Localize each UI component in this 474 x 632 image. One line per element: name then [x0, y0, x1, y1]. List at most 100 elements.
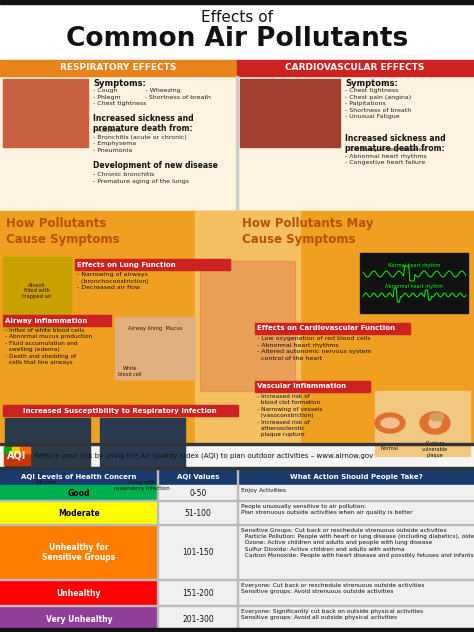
Text: 51-100: 51-100	[184, 509, 211, 518]
Text: Abnormal heart rhythm: Abnormal heart rhythm	[385, 284, 443, 289]
Bar	[158, 525, 238, 580]
Bar	[4, 447, 12, 453]
Bar	[158, 485, 238, 501]
Bar	[0, 580, 158, 606]
Text: Unhealthy: Unhealthy	[57, 588, 101, 597]
Text: People unusually sensitive to air pollution:
Plan strenuous outside activities w: People unusually sensitive to air pollut…	[241, 504, 413, 515]
Text: - Asthma
- Bronchitis (acute or chronic)
- Emphysema
- Pneumonia: - Asthma - Bronchitis (acute or chronic)…	[93, 128, 187, 153]
Text: Effects of: Effects of	[201, 10, 273, 25]
Text: Enjoy Activities: Enjoy Activities	[241, 488, 286, 493]
Text: Sensitive Groups: Cut back or reschedule strenuous outside activities
  Particle: Sensitive Groups: Cut back or reschedule…	[241, 528, 474, 558]
Bar	[375, 391, 470, 456]
Ellipse shape	[430, 413, 444, 421]
Ellipse shape	[375, 413, 405, 433]
Text: Unhealthy for
Sensitive Groups: Unhealthy for Sensitive Groups	[42, 543, 116, 562]
Bar	[238, 580, 474, 606]
Bar	[158, 501, 238, 525]
Text: AQI: AQI	[8, 451, 27, 461]
Bar	[0, 211, 474, 443]
Text: - Coronary artery disease
- Abnormal heart rhythms
- Congestive heart failure: - Coronary artery disease - Abnormal hea…	[345, 147, 427, 165]
Bar	[3, 405, 238, 416]
Bar	[0, 4, 474, 60]
Bar	[0, 525, 158, 580]
Text: - Influx of white blood cells
- Abnormal mucus production
- Fluid accumulation a: - Influx of white blood cells - Abnormal…	[5, 328, 92, 365]
Bar	[3, 257, 71, 329]
Text: 0-50: 0-50	[189, 489, 207, 497]
Bar	[4, 447, 30, 465]
Text: Increased Susceptibility to Respiratory Infection: Increased Susceptibility to Respiratory …	[23, 408, 217, 413]
Bar	[0, 500, 474, 501]
Bar	[0, 0, 474, 4]
Bar	[157, 469, 158, 632]
Bar	[237, 60, 474, 76]
Text: Airway Inflammation: Airway Inflammation	[5, 317, 87, 324]
Bar	[5, 418, 90, 478]
Ellipse shape	[420, 412, 450, 434]
Text: - Low oxygenation of red blood cells
- Abnormal heart rhythms
- Altered autonomi: - Low oxygenation of red blood cells - A…	[257, 336, 372, 361]
Text: Normal: Normal	[381, 446, 399, 451]
Text: AQI Values: AQI Values	[177, 474, 219, 480]
Bar	[3, 79, 88, 147]
Bar	[0, 628, 474, 632]
Text: Everyone: Cut back or reschedule strenuous outside activities
Sensitive groups: : Everyone: Cut back or reschedule strenuo…	[241, 583, 425, 594]
Text: Increased sickness and
premature death from:: Increased sickness and premature death f…	[345, 134, 446, 154]
Bar	[158, 606, 238, 632]
Text: Normal: Normal	[37, 480, 57, 485]
Bar	[0, 443, 474, 469]
Text: 101-150: 101-150	[182, 548, 214, 557]
Bar	[75, 259, 230, 270]
Text: Effects on Lung Function: Effects on Lung Function	[77, 262, 176, 267]
Bar	[0, 467, 474, 469]
Text: Reduce your risk by using the Air Quality Index (AQI) to plan outdoor activities: Reduce your risk by using the Air Qualit…	[34, 453, 373, 459]
Bar	[195, 211, 300, 443]
Text: Symptoms:: Symptoms:	[345, 79, 398, 88]
Text: What Action Should People Take?: What Action Should People Take?	[290, 474, 422, 480]
Bar	[115, 317, 195, 379]
Text: - Cough              - Wheezing
- Phlegm            - Shortness of breath
- Ches: - Cough - Wheezing - Phlegm - Shortness …	[93, 88, 211, 106]
Text: Good: Good	[68, 489, 90, 497]
Text: - Chest tightness
- Chest pain (angina)
- Palpitations
- Shortness of breath
- U: - Chest tightness - Chest pain (angina) …	[345, 88, 411, 119]
Text: Development of new disease: Development of new disease	[93, 161, 218, 170]
Bar	[0, 606, 158, 632]
Bar	[360, 253, 468, 313]
Text: Everyone: Significantly cut back on outside physical activities
Sensitive groups: Everyone: Significantly cut back on outs…	[241, 609, 423, 620]
Text: Moderate: Moderate	[58, 509, 100, 518]
Bar	[238, 525, 474, 580]
Bar	[238, 485, 474, 501]
Bar	[238, 501, 474, 525]
Bar	[240, 79, 340, 147]
Text: 151-200: 151-200	[182, 588, 214, 597]
Text: AQI Levels of Health Concern: AQI Levels of Health Concern	[21, 474, 137, 480]
Text: Common Air Pollutants: Common Air Pollutants	[66, 26, 408, 52]
Text: Very Unhealthy: Very Unhealthy	[46, 616, 112, 624]
Bar	[0, 605, 474, 606]
Text: Symptoms:: Symptoms:	[93, 79, 146, 88]
Bar	[0, 76, 474, 211]
Text: Airway lining  Mucus: Airway lining Mucus	[128, 326, 182, 331]
Text: CARDIOVASCULAR EFFECTS: CARDIOVASCULAR EFFECTS	[285, 63, 425, 73]
Bar	[100, 418, 185, 478]
Text: How Pollutants May
Cause Symptoms: How Pollutants May Cause Symptoms	[242, 217, 374, 246]
Bar	[0, 485, 158, 501]
Bar	[255, 323, 410, 334]
Bar	[238, 606, 474, 632]
Bar	[0, 524, 474, 525]
Bar	[0, 579, 474, 580]
Text: Lung with
respiratory infection: Lung with respiratory infection	[114, 480, 170, 491]
Text: RESPIRATORY EFFECTS: RESPIRATORY EFFECTS	[60, 63, 176, 73]
Bar	[0, 443, 474, 445]
Ellipse shape	[381, 418, 399, 428]
Bar	[0, 60, 237, 76]
Bar	[0, 469, 474, 485]
Text: White
blood cell: White blood cell	[118, 366, 142, 377]
Text: Vascular Inflammation: Vascular Inflammation	[257, 384, 346, 389]
Text: - Increased risk of
  blood clot formation
- Narrowing of vessels
  (vasoconstri: - Increased risk of blood clot formation…	[257, 394, 322, 437]
Text: Normal heart rhythm: Normal heart rhythm	[388, 263, 440, 268]
Text: Rupture
vulnerable
plaque: Rupture vulnerable plaque	[422, 441, 448, 458]
Text: - Narrowing of airways
  (bronchoconstriction)
- Decreased air flow: - Narrowing of airways (bronchoconstrict…	[77, 272, 149, 290]
Bar	[20, 447, 30, 453]
Text: Alveoli
filled with
trapped air: Alveoli filled with trapped air	[22, 283, 52, 300]
Text: 201-300: 201-300	[182, 616, 214, 624]
Text: Effects on Cardiovascular Function: Effects on Cardiovascular Function	[257, 325, 395, 332]
Ellipse shape	[429, 418, 441, 428]
